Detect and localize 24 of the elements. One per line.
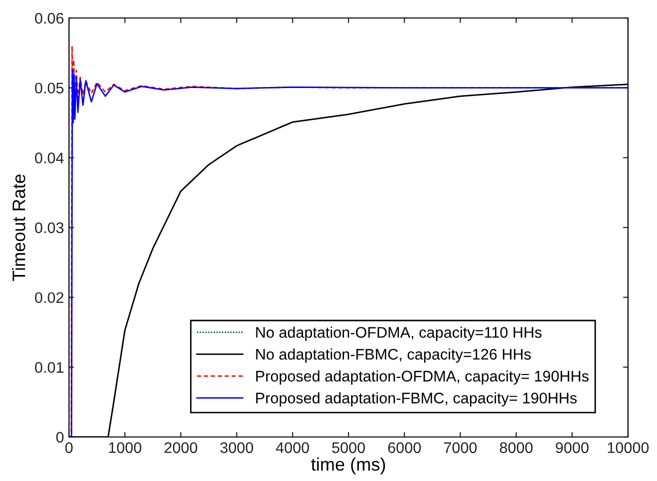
legend-label: No adaptation-FBMC, capacity=126 HHs [256,348,531,363]
y-tick-label: 0.04 [35,152,64,164]
x-tick-label: 7000 [444,442,477,454]
legend-label: Proposed adaptation-OFDMA, capacity= 190HHs [256,370,589,385]
x-tick-label: 1000 [109,442,142,454]
y-axis-title: Timeout Rate [12,174,26,281]
y-tick-label: 0.05 [35,82,64,94]
legend-label: No adaptation-OFDMA, capacity=110 HHs [256,326,542,341]
x-axis-title: time (ms) [311,457,385,474]
legend-label: Proposed adaptation-FBMC, capacity= 190HHs [256,392,577,406]
y-tick-label: 0.01 [35,362,64,373]
x-tick-label: 0 [65,442,73,454]
x-tick-label: 10000 [608,442,649,454]
y-tick-label: 0.06 [35,12,64,24]
y-tick-label: 0 [56,432,64,443]
y-tick-label: 0.03 [35,222,64,234]
y-tick-label: 0.02 [35,292,64,304]
x-tick-label: 6000 [388,442,421,454]
x-tick-label: 5000 [332,442,365,454]
x-tick-label: 9000 [556,442,588,454]
x-tick-label: 2000 [164,442,198,454]
x-tick-label: 8000 [500,442,533,454]
x-tick-label: 3000 [220,442,254,454]
x-tick-label: 4000 [276,442,309,454]
